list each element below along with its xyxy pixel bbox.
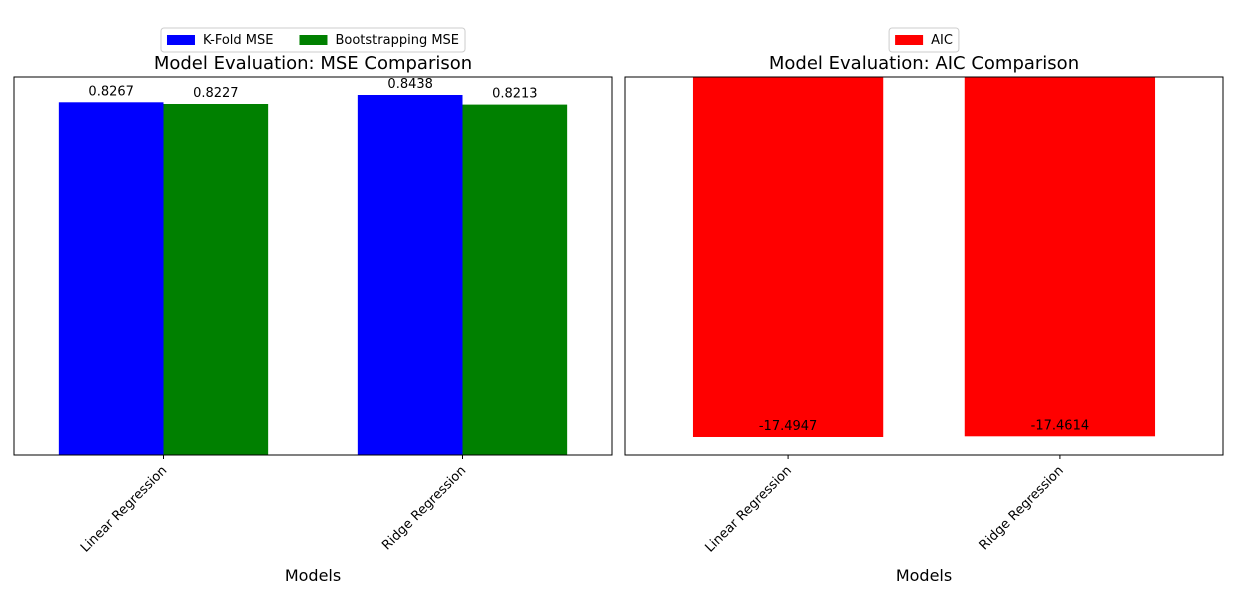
chart-title: Model Evaluation: MSE Comparison [154, 53, 472, 74]
bar [163, 104, 269, 455]
x-axis-label: Models [896, 566, 952, 585]
plot-frame [13, 76, 613, 456]
legend-item: Bootstrapping MSE [299, 33, 459, 48]
legend: K-Fold MSE Bootstrapping MSE [160, 27, 466, 53]
chart-title: Model Evaluation: AIC Comparison [769, 53, 1079, 74]
legend-item: K-Fold MSE [166, 33, 274, 48]
legend-swatch [166, 35, 195, 45]
x-axis-label: Models [285, 566, 341, 585]
legend-swatch [299, 35, 328, 45]
data-label: 0.8213 [492, 87, 538, 102]
bar [692, 77, 884, 437]
legend-box [888, 27, 960, 53]
legend-label: Bootstrapping MSE [335, 33, 459, 48]
data-label: 0.8227 [193, 86, 239, 101]
legend: AIC [888, 27, 960, 53]
data-label: -17.4947 [759, 419, 817, 434]
bar [964, 77, 1156, 437]
data-label: 0.8438 [387, 77, 433, 92]
chart-panel-aic: Model Evaluation: AIC Comparison -17.494… [624, 27, 1224, 585]
legend-item: AIC [895, 33, 953, 48]
legend-label: K-Fold MSE [203, 33, 274, 48]
data-label: -17.4614 [1031, 418, 1089, 433]
bar-group: 0.8267 0.8438 0.8227 0.8213 [58, 77, 568, 456]
legend-swatch [895, 35, 924, 45]
chart-panel-mse: Model Evaluation: MSE Comparison 0.8267 0… [13, 27, 613, 585]
bar [58, 102, 164, 455]
plot-frame [624, 76, 1224, 456]
bar [357, 95, 463, 456]
data-label: 0.8267 [88, 84, 134, 99]
bar [462, 104, 568, 455]
bar-group: -17.4947 -17.4614 [692, 77, 1156, 437]
legend-label: AIC [931, 33, 953, 48]
